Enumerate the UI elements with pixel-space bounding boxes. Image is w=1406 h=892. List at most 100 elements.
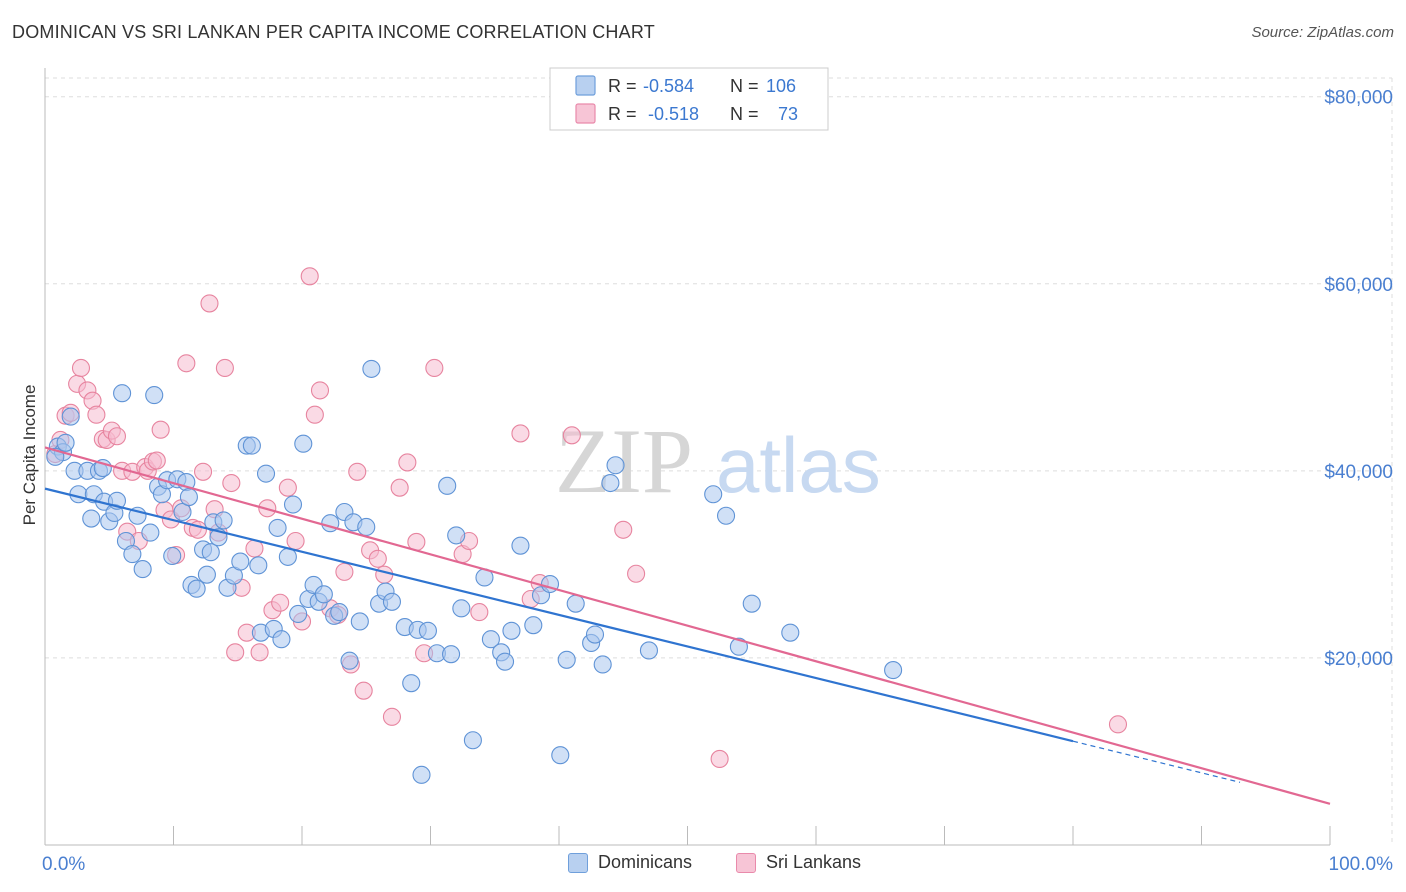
dominicans-point-21 — [141, 523, 160, 542]
bottom-legend-item-sri-lankans[interactable]: Sri Lankans — [736, 852, 861, 873]
dominicans-point-53 — [294, 434, 313, 453]
dominicans-point-43 — [242, 436, 261, 455]
dominicans-point-102 — [742, 594, 761, 613]
dominicans-point-51 — [283, 495, 303, 514]
dominicans-point-2 — [56, 433, 75, 452]
bottom-legend-item-dominicans[interactable]: Dominicans — [568, 852, 692, 873]
dominicans-point-76 — [438, 476, 457, 495]
dominicans-point-92 — [566, 594, 585, 613]
dominicans-point-103 — [781, 623, 800, 642]
dominicans-point-41 — [231, 552, 250, 571]
dominicans-point-30 — [179, 487, 198, 507]
x-axis-tick-labels: 0.0% 100.0% — [42, 854, 1393, 875]
y-axis-title: Per Capita Income — [20, 385, 39, 526]
dominicans-point-97 — [606, 456, 625, 475]
dominicans-point-73 — [412, 765, 431, 784]
y-tick-label-3: $80,000 — [1324, 88, 1393, 109]
sri-lankans-point-48 — [310, 381, 330, 400]
dominicans-point-66 — [362, 359, 381, 378]
sri-lankans-point-60 — [398, 453, 417, 472]
dominicans-trend-line — [44, 487, 1074, 743]
axes — [44, 68, 1331, 846]
dominicans-point-84 — [495, 652, 515, 671]
dominicans-point-69 — [382, 592, 402, 611]
dominicans-point-18 — [123, 545, 142, 564]
dominicans-points — [46, 359, 903, 784]
dominicans-point-26 — [163, 546, 182, 566]
dominicans-point-95 — [593, 655, 612, 674]
sri-lankans-point-66 — [470, 603, 489, 622]
y-axis-tick-labels: $20,000 $40,000 $60,000 $80,000 — [1324, 88, 1393, 670]
sri-lankans-point-72 — [627, 564, 646, 583]
sri-lankans-point-20 — [147, 451, 166, 470]
sri-lankans-point-12 — [107, 427, 127, 446]
sri-lankans-trend-line — [44, 446, 1331, 805]
dominicans-point-52 — [289, 604, 308, 624]
bottom-legend-label-dominicans: Dominicans — [598, 852, 693, 872]
dominicans-point-80 — [463, 731, 482, 750]
sri-lankans-point-54 — [354, 681, 373, 700]
sri-lankans-point-70 — [562, 426, 581, 445]
dominicans-trend-extension — [1072, 740, 1241, 783]
bottom-legend-label-sri-lankans: Sri Lankans — [766, 852, 862, 872]
dominicans-point-99 — [704, 485, 723, 504]
dominicans-point-16 — [113, 384, 132, 403]
dominicans-point-98 — [639, 641, 659, 660]
legend-frame — [549, 67, 829, 131]
dominicans-point-8 — [82, 509, 101, 528]
sri-lankans-point-33 — [215, 358, 234, 378]
sri-lankans-point-42 — [271, 593, 290, 612]
sri-lankans-point-71 — [614, 520, 633, 539]
sri-lankans-point-30 — [200, 294, 219, 313]
y-tick-label-0: $20,000 — [1324, 649, 1393, 670]
sri-lankans-point-29 — [194, 462, 213, 481]
dominicans-point-35 — [201, 543, 220, 562]
dominicans-point-4 — [61, 407, 80, 426]
dominicans-point-34 — [197, 565, 216, 584]
legend-swatch-sri-lankans — [575, 103, 596, 124]
sri-lankans-point-58 — [382, 707, 402, 726]
dominicans-point-101 — [729, 637, 748, 656]
legend-r-label-sri-lankans: R = — [608, 104, 637, 124]
legend-r-value-sri-lankans: -0.518 — [648, 104, 699, 124]
sri-lankans-point-56 — [368, 549, 387, 568]
y-tick-label-1: $40,000 — [1324, 462, 1393, 483]
watermark-atlas: atlas — [716, 421, 881, 509]
sri-lankans-point-5 — [71, 358, 91, 378]
sri-lankans-point-51 — [335, 562, 354, 581]
sri-lankans-point-63 — [425, 358, 444, 378]
dominicans-point-94 — [585, 625, 605, 644]
dominicans-point-71 — [402, 674, 421, 693]
sri-lankans-point-73 — [710, 749, 729, 768]
sri-lankans-point-57 — [375, 565, 394, 584]
dominicans-point-50 — [278, 547, 297, 566]
dominicans-point-6 — [69, 485, 88, 504]
source-label: Source: ZipAtlas.com — [1251, 24, 1394, 41]
legend-n-value-sri-lankans: 73 — [778, 104, 798, 124]
chart-title: DOMINICAN VS SRI LANKAN PER CAPITA INCOM… — [12, 22, 655, 42]
dominicans-point-22 — [145, 386, 164, 405]
watermark: ZIP atlas — [555, 410, 881, 512]
dominicans-point-32 — [187, 579, 206, 598]
legend-n-label-sri-lankans: N = — [730, 104, 759, 124]
sri-lankans-point-21 — [151, 420, 170, 439]
sri-lankans-point-39 — [250, 643, 269, 662]
dominicans-point-46 — [256, 464, 276, 483]
dominicans-point-57 — [314, 585, 333, 604]
sri-lankans-point-53 — [348, 462, 367, 481]
dominicans-point-82 — [481, 630, 500, 649]
dominicans-point-62 — [340, 651, 359, 670]
watermark-zip: ZIP — [555, 410, 693, 512]
sri-lankans-point-47 — [305, 405, 324, 424]
sri-lankans-point-26 — [177, 354, 196, 373]
dominicans-point-79 — [452, 599, 471, 618]
dominicans-point-65 — [357, 517, 376, 537]
sri-lankans-point-43 — [278, 478, 297, 497]
legend-r-value-dominicans: -0.584 — [643, 76, 694, 96]
dominicans-point-38 — [214, 511, 233, 530]
dominicans-point-96 — [601, 473, 620, 493]
dominicans-point-60 — [330, 603, 349, 622]
bottom-legend: Dominicans Sri Lankans — [0, 852, 1406, 878]
sri-lankans-point-8 — [87, 405, 106, 424]
legend-n-value-dominicans: 106 — [766, 76, 796, 96]
